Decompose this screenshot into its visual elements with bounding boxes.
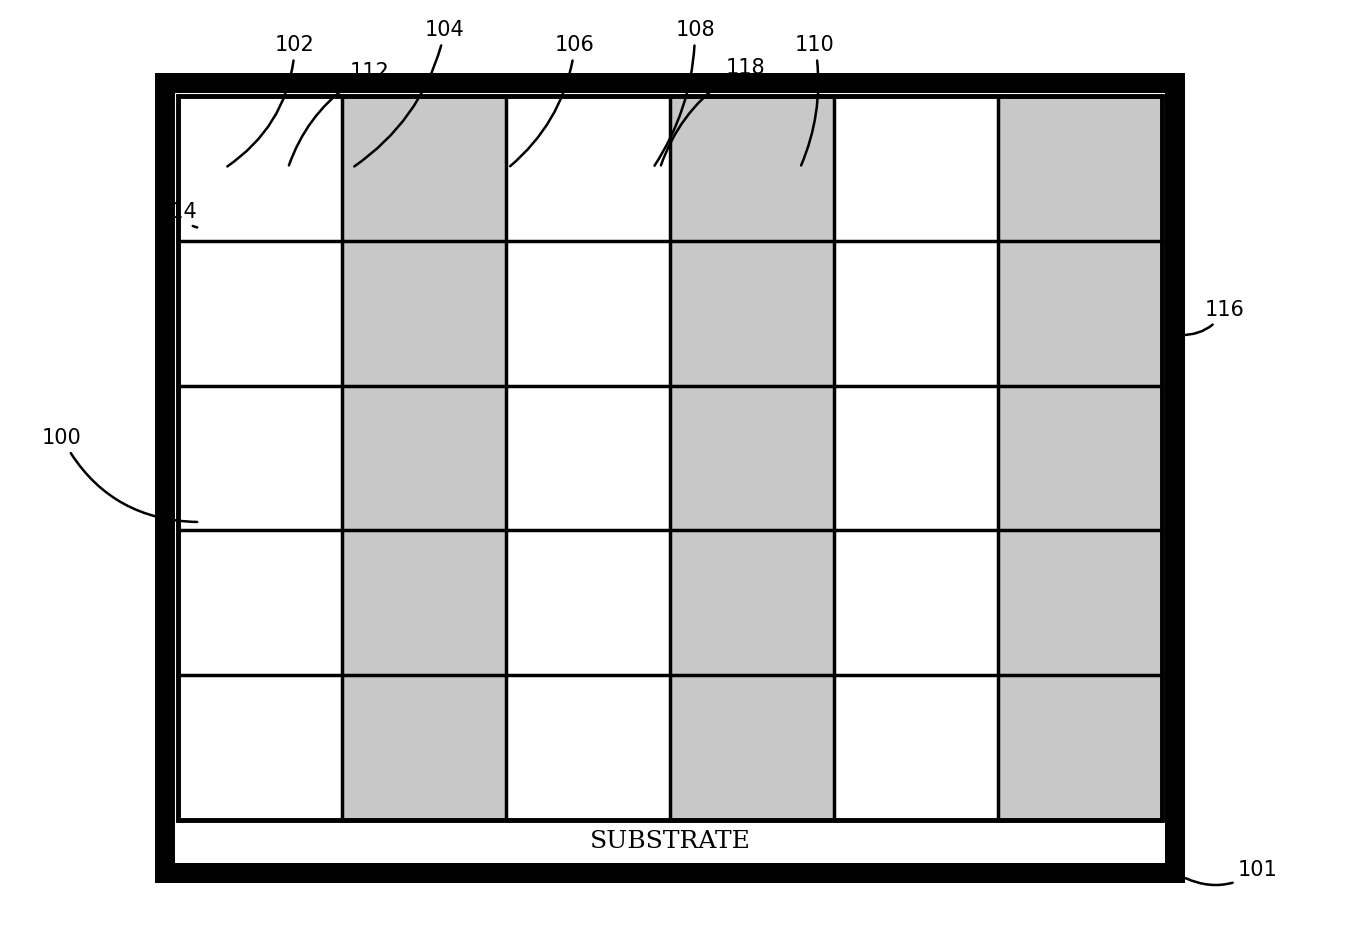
Bar [178, 96, 342, 820]
Bar [342, 96, 506, 820]
Bar [834, 96, 998, 820]
Text: 102: 102 [227, 35, 314, 167]
Text: SUBSTRATE: SUBSTRATE [589, 830, 750, 853]
Text: 114: 114 [159, 202, 198, 227]
Text: 106: 106 [510, 35, 595, 166]
Bar [670, 96, 834, 820]
Bar [178, 96, 1162, 820]
Bar [178, 96, 1162, 820]
Text: 118: 118 [660, 58, 764, 165]
Bar [998, 96, 1162, 820]
Bar [175, 93, 1165, 863]
Text: 108: 108 [655, 20, 715, 166]
Text: 116: 116 [1181, 300, 1245, 335]
Text: 104: 104 [354, 20, 465, 166]
Text: 112: 112 [288, 62, 390, 165]
Text: 101: 101 [1185, 860, 1278, 885]
Bar [154, 73, 1185, 883]
Text: 100: 100 [42, 428, 197, 522]
Text: 110: 110 [796, 35, 835, 165]
Bar [506, 96, 670, 820]
